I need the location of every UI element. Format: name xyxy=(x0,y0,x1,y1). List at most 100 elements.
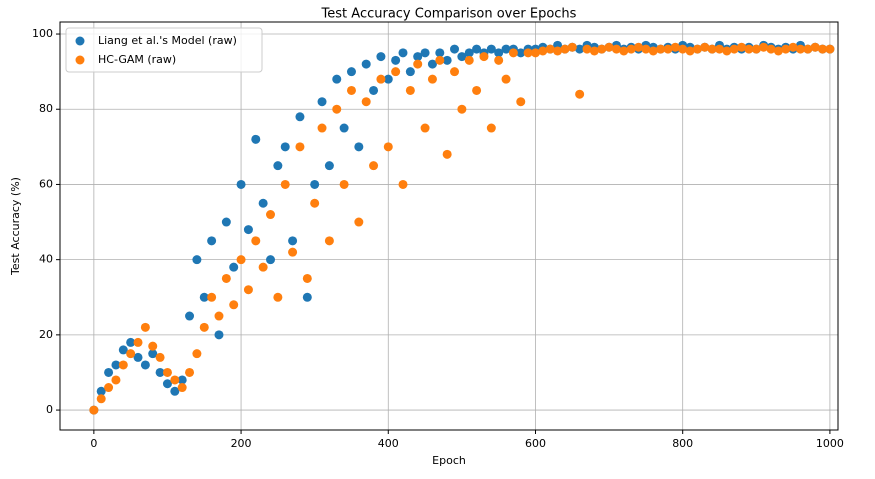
legend-marker xyxy=(75,55,85,65)
point xyxy=(354,142,364,152)
point xyxy=(501,44,511,54)
point xyxy=(251,134,261,144)
point xyxy=(155,367,165,377)
point xyxy=(369,85,379,95)
point xyxy=(788,42,798,52)
point xyxy=(398,48,408,58)
point xyxy=(442,149,452,159)
point xyxy=(729,44,739,54)
point xyxy=(339,123,349,133)
point xyxy=(722,46,732,56)
point xyxy=(560,44,570,54)
point xyxy=(192,255,202,265)
point xyxy=(619,46,629,56)
point xyxy=(266,210,276,220)
point xyxy=(148,349,158,359)
point xyxy=(199,292,209,302)
point xyxy=(427,74,437,84)
point xyxy=(391,55,401,65)
point xyxy=(243,285,253,295)
y-tick-label: 100 xyxy=(32,27,53,40)
point xyxy=(405,67,415,77)
point xyxy=(656,44,666,54)
point xyxy=(317,97,327,107)
point xyxy=(383,142,393,152)
point xyxy=(413,52,423,62)
point xyxy=(148,341,158,351)
point xyxy=(589,46,599,56)
point xyxy=(825,44,835,54)
point xyxy=(457,104,467,114)
x-tick-label: 400 xyxy=(378,437,399,450)
x-tick-label: 0 xyxy=(90,437,97,450)
legend-label: HC-GAM (raw) xyxy=(98,53,176,66)
point xyxy=(516,48,526,58)
y-tick-label: 60 xyxy=(39,177,53,190)
legend-box xyxy=(65,27,263,73)
point xyxy=(258,262,268,272)
point xyxy=(229,262,239,272)
point xyxy=(641,44,651,54)
point xyxy=(295,142,305,152)
point xyxy=(670,42,680,52)
point xyxy=(118,345,128,355)
point xyxy=(494,55,504,65)
point xyxy=(155,352,165,362)
point xyxy=(361,59,371,69)
point xyxy=(346,85,356,95)
point xyxy=(486,44,496,54)
point xyxy=(486,123,496,133)
point xyxy=(310,179,320,189)
point xyxy=(140,360,150,370)
point xyxy=(332,104,342,114)
point xyxy=(766,44,776,54)
point xyxy=(501,74,511,84)
point xyxy=(280,142,290,152)
point xyxy=(420,123,430,133)
point xyxy=(133,352,143,362)
point xyxy=(369,161,379,171)
point xyxy=(597,44,607,54)
point xyxy=(457,52,467,62)
point xyxy=(685,46,695,56)
legend-marker xyxy=(75,36,85,46)
point xyxy=(714,44,724,54)
point xyxy=(538,46,548,56)
point xyxy=(494,48,504,58)
x-axis-label: Epoch xyxy=(432,454,466,467)
point xyxy=(567,42,577,52)
point xyxy=(177,383,187,393)
point xyxy=(795,44,805,54)
point xyxy=(678,44,688,54)
point xyxy=(332,74,342,84)
point xyxy=(310,198,320,208)
point xyxy=(508,48,518,58)
point xyxy=(126,337,136,347)
point xyxy=(575,89,585,99)
point xyxy=(692,44,702,54)
point xyxy=(236,255,246,265)
series xyxy=(89,42,835,415)
point xyxy=(192,349,202,359)
point xyxy=(472,44,482,54)
point xyxy=(604,42,614,52)
legend: Liang et al.'s Model (raw) HC-GAM (raw) xyxy=(65,27,263,73)
point xyxy=(626,44,636,54)
point xyxy=(199,322,209,332)
point xyxy=(391,67,401,77)
point xyxy=(516,97,526,107)
point xyxy=(545,44,555,54)
point xyxy=(479,52,489,62)
y-tick-label: 0 xyxy=(46,403,53,416)
x-tick-label: 1000 xyxy=(816,437,844,450)
point xyxy=(420,48,430,58)
point xyxy=(185,311,195,321)
point xyxy=(611,44,621,54)
x-tick-label: 600 xyxy=(525,437,546,450)
point xyxy=(383,74,393,84)
point xyxy=(405,85,415,95)
point xyxy=(530,48,540,58)
point xyxy=(354,217,364,227)
chart-title: Test Accuracy Comparison over Epochs xyxy=(321,7,577,22)
